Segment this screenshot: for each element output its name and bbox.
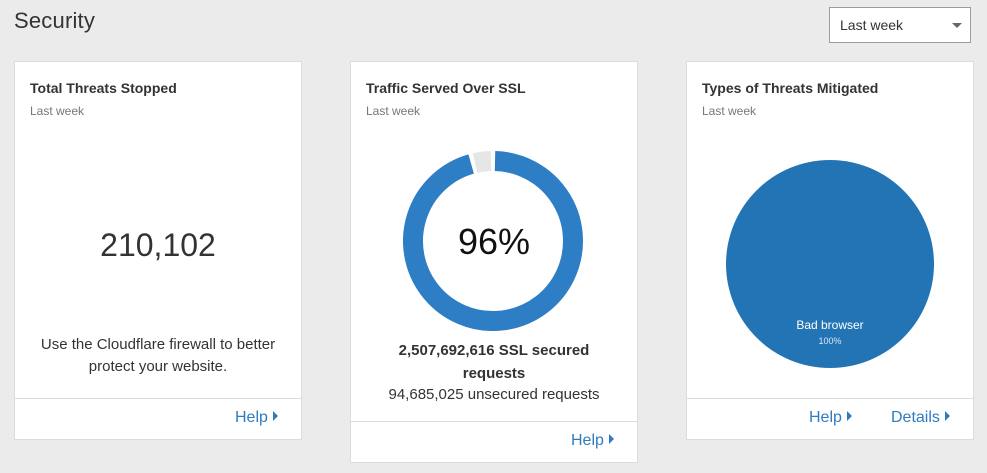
ssl-unsecured-requests: 94,685,025 unsecured requests	[388, 386, 600, 403]
ssl-donut-chart	[403, 151, 583, 331]
card-footer: Help	[351, 421, 637, 462]
help-link[interactable]: Help	[235, 409, 278, 427]
threats-count: 210,102	[100, 227, 216, 263]
ssl-secured-requests: 2,507,692,616 SSL secured requests	[398, 342, 590, 382]
time-range-value: Last week	[840, 17, 904, 33]
pie-slice-label: Bad browser	[796, 318, 864, 332]
caret-right-icon	[944, 411, 950, 421]
help-link-label: Help	[235, 409, 268, 426]
card-subtitle: Last week	[366, 104, 421, 118]
time-range-select[interactable]: Last week	[829, 7, 971, 43]
ssl-traffic-card: Traffic Served Over SSL Last week 96% 2,…	[350, 61, 638, 463]
donut-slice-secured	[403, 151, 583, 331]
chevron-down-icon	[952, 23, 962, 28]
pie-slice-bad-browser	[726, 160, 934, 368]
card-footer: Help Details	[687, 398, 973, 439]
ssl-donut-svg	[403, 151, 583, 331]
caret-right-icon	[272, 411, 278, 421]
firewall-note: Use the Cloudflare firewall to better pr…	[40, 336, 276, 375]
pie-slice-percent: 100%	[818, 336, 842, 346]
help-link[interactable]: Help	[571, 432, 614, 450]
caret-right-icon	[608, 434, 614, 444]
threat-types-pie-chart	[725, 159, 935, 369]
card-title: Traffic Served Over SSL	[366, 80, 526, 96]
details-link[interactable]: Details	[891, 409, 950, 427]
caret-right-icon	[846, 411, 852, 421]
card-title: Types of Threats Mitigated	[702, 80, 879, 96]
threat-types-card: Types of Threats Mitigated Last week Bad…	[686, 61, 974, 440]
ssl-percent-label: 96%	[457, 221, 531, 262]
card-title: Total Threats Stopped	[30, 80, 177, 96]
page-title: Security	[14, 8, 96, 33]
help-link-label: Help	[809, 409, 842, 426]
help-link[interactable]: Help	[809, 409, 852, 427]
threats-stopped-card: Total Threats Stopped Last week 210,102 …	[14, 61, 302, 440]
card-subtitle: Last week	[702, 104, 757, 118]
details-link-label: Details	[891, 409, 940, 426]
donut-slice-unsecured	[472, 151, 492, 173]
card-footer: Help	[15, 398, 301, 439]
threat-types-pie-svg	[726, 160, 934, 368]
card-subtitle: Last week	[30, 104, 85, 118]
help-link-label: Help	[571, 432, 604, 449]
